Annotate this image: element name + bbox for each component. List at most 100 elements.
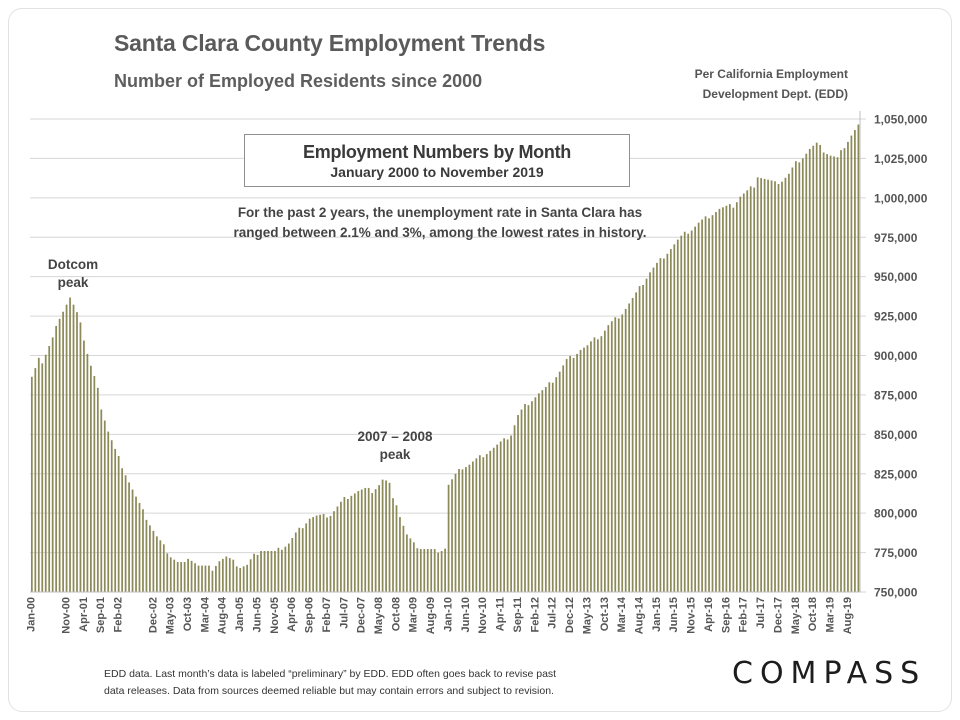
bar: [319, 514, 321, 592]
bar: [485, 454, 488, 592]
bar: [694, 226, 697, 593]
bar: [794, 161, 797, 592]
bar: [249, 559, 252, 592]
bar: [739, 196, 742, 592]
bar: [801, 158, 804, 593]
y-tick-label: 1,025,000: [874, 152, 928, 166]
y-tick-label: 775,000: [874, 546, 918, 560]
bar: [506, 439, 509, 592]
bar: [416, 548, 419, 592]
bar: [353, 493, 356, 592]
x-tick-label: Aug-04: [217, 596, 229, 634]
bar: [558, 371, 561, 592]
bar: [256, 554, 259, 592]
chart-subtitle: Number of Employed Residents since 2000: [114, 71, 483, 91]
bar: [37, 357, 40, 592]
bar: [395, 505, 398, 592]
bar: [83, 340, 85, 592]
bar: [562, 365, 565, 592]
bar: [444, 548, 446, 592]
bar: [412, 542, 415, 592]
bar: [788, 173, 790, 593]
bar: [312, 517, 315, 592]
bar: [291, 538, 294, 592]
bar: [656, 262, 658, 592]
bar: [555, 377, 558, 592]
bar: [565, 359, 568, 592]
bar: [190, 560, 193, 592]
x-tick-label: Dec-07: [356, 597, 368, 633]
bar: [697, 222, 700, 593]
bar: [360, 489, 363, 592]
callout-title: Employment Numbers by Month: [303, 142, 571, 162]
bar: [194, 563, 196, 592]
x-tick-label: Mar-09: [408, 597, 420, 632]
bar: [437, 552, 440, 592]
bar: [72, 304, 75, 592]
bar: [274, 551, 276, 592]
y-tick-label: 1,000,000: [874, 191, 928, 205]
bar: [642, 284, 644, 592]
bar: [482, 457, 485, 592]
bar: [722, 207, 724, 593]
x-tick-label: Mar-04: [199, 596, 211, 632]
bar: [218, 561, 221, 592]
compass-logo: COMPASS: [732, 656, 927, 691]
bar: [770, 180, 773, 593]
y-axis-ticks: 750,000 775,000 800,000 825,000 850,000 875,0…: [874, 113, 928, 600]
bar: [513, 425, 516, 592]
bar: [117, 456, 120, 592]
x-tick-label: Mar-14: [616, 596, 628, 632]
bar: [551, 382, 554, 592]
bar: [162, 544, 165, 592]
bar: [367, 487, 370, 592]
x-tick-label: May-03: [165, 597, 177, 634]
bar: [454, 473, 457, 592]
bar: [451, 479, 453, 592]
x-tick-label: Dec-17: [772, 597, 784, 633]
bar: [673, 244, 676, 592]
bar: [208, 565, 210, 592]
bar: [41, 363, 44, 592]
bar: [221, 558, 224, 592]
bar: [340, 501, 342, 592]
bar: [93, 376, 96, 592]
bar: [517, 415, 519, 592]
bar: [277, 547, 280, 592]
source-line-2: Development Dept. (EDD): [702, 87, 848, 101]
x-tick-label: Nov-15: [686, 597, 698, 634]
bar: [774, 181, 776, 592]
x-tick-label: Nov-00: [60, 597, 72, 634]
bar: [708, 218, 710, 592]
bar: [187, 558, 189, 592]
bar: [96, 387, 99, 592]
bar: [666, 253, 669, 592]
bar: [260, 551, 262, 592]
bar: [583, 347, 585, 592]
bar: [155, 536, 158, 592]
bar: [711, 215, 714, 592]
bar: [159, 540, 162, 592]
bar: [465, 467, 467, 592]
bar: [687, 233, 690, 592]
y-tick-label: 950,000: [874, 270, 918, 284]
bar: [569, 355, 571, 592]
x-tick-label: Sep-11: [512, 597, 524, 632]
bar: [385, 480, 387, 592]
bar: [847, 141, 849, 593]
x-tick-label: Jan-00: [26, 597, 38, 632]
bar: [65, 304, 68, 592]
x-tick-label: Nov-10: [477, 597, 489, 634]
annotation-dotcom-line-1: Dotcom: [47, 257, 99, 272]
bar: [593, 337, 596, 592]
note-line-2: ranged between 2.1% and 3%, among the lo…: [233, 225, 647, 240]
x-tick-label: Feb-17: [738, 597, 750, 632]
bar: [812, 145, 815, 593]
bar: [607, 325, 610, 592]
x-tick-label: Dec-12: [564, 597, 576, 633]
bar: [815, 142, 818, 592]
bar: [145, 519, 148, 592]
bar: [322, 513, 325, 592]
bar: [423, 549, 426, 592]
chart-callout-box: Employment Numbers by Month January 2000…: [244, 134, 630, 187]
